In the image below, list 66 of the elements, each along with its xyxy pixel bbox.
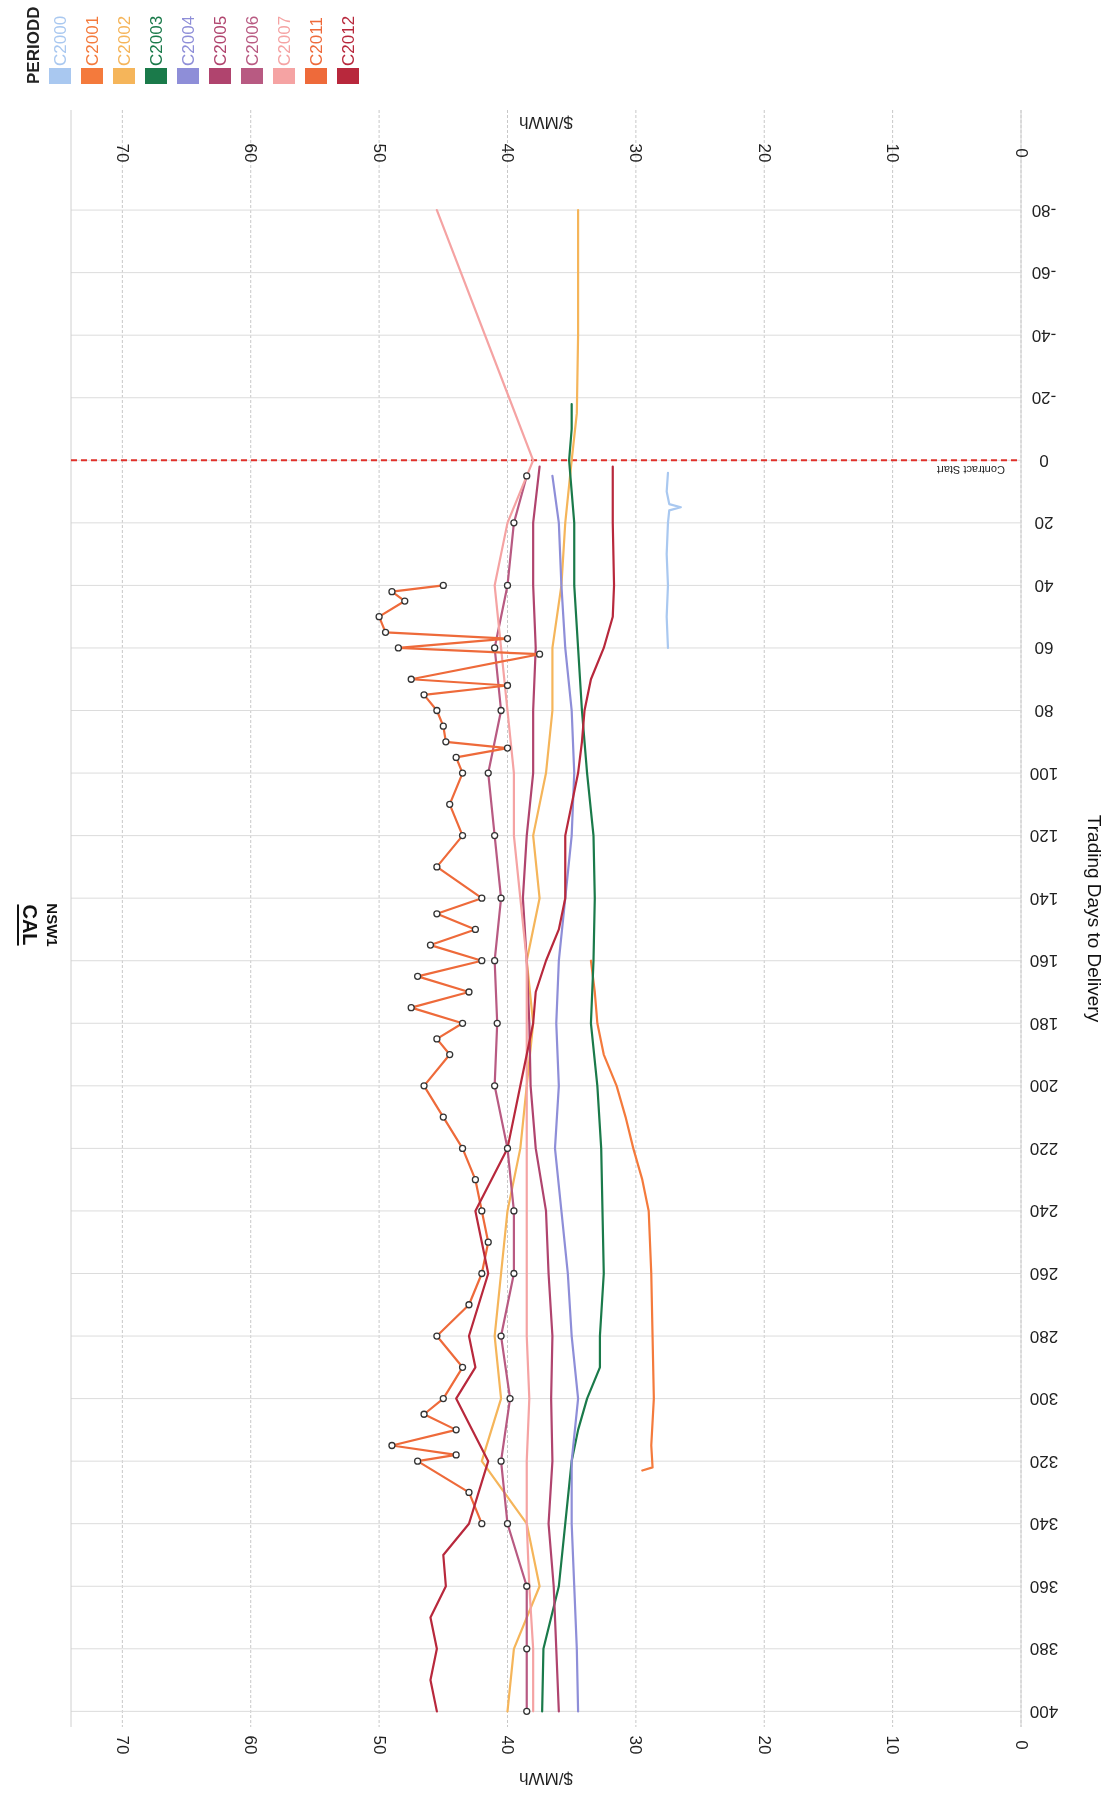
line-series <box>521 465 560 1713</box>
x2-tick-label: 20 <box>754 1735 774 1755</box>
y-tick-label: 20 <box>1034 513 1054 533</box>
text: C2000 <box>50 15 70 66</box>
y-tick-label: -80 <box>1031 200 1057 220</box>
y-tick-label: 400 <box>1029 1701 1059 1721</box>
y-tick-label: -60 <box>1031 263 1057 283</box>
y-axis-title: Trading Days to Delivery <box>1083 814 1105 1023</box>
y-tick-label: 380 <box>1029 1639 1059 1659</box>
legend-title: PERIODD <box>23 6 43 84</box>
x2-tick-label: 60 <box>241 1735 261 1755</box>
x-tick-label: 30 <box>626 143 646 163</box>
text: C2001 <box>82 15 102 66</box>
x2-tick-label: 10 <box>883 1735 903 1755</box>
y-tick-label: 200 <box>1029 1076 1059 1096</box>
y-tick-label: 220 <box>1029 1138 1059 1158</box>
x-tick-label: 40 <box>497 143 517 163</box>
x2-tick-label: 0 <box>1011 1740 1031 1750</box>
line-series <box>541 402 605 1713</box>
x-tick-label: 20 <box>754 143 774 163</box>
text: C2007 <box>274 15 294 66</box>
line-series <box>429 465 616 1713</box>
y-tick-label: 160 <box>1029 951 1059 971</box>
y-tick-label: 120 <box>1029 826 1059 846</box>
y-tick-label: 360 <box>1029 1576 1059 1596</box>
text: C2006 <box>242 15 262 66</box>
text: C2011 <box>306 17 326 66</box>
x2-tick-label: 30 <box>626 1735 646 1755</box>
y-tick-label: 40 <box>1034 575 1054 595</box>
y-tick-label: 140 <box>1029 888 1059 908</box>
line-series <box>480 208 580 1713</box>
text: C2003 <box>146 15 166 66</box>
x-tick-label: 10 <box>883 143 903 163</box>
x2-axis-title: $/MWh <box>519 112 573 132</box>
x2-tick-label: 40 <box>497 1735 517 1755</box>
text: CAL <box>19 904 41 946</box>
x2-tick-label: 70 <box>112 1735 132 1755</box>
y-tick-label: 280 <box>1029 1326 1059 1346</box>
y-tick-label: -20 <box>1031 388 1057 408</box>
x-tick-label: 0 <box>1011 148 1031 158</box>
y-tick-label: 340 <box>1029 1514 1059 1534</box>
x-tick-label: 50 <box>369 143 389 163</box>
y-tick-label: -40 <box>1031 325 1057 345</box>
x2-tick-label: 50 <box>369 1735 389 1755</box>
line-series <box>435 208 535 1713</box>
y-tick-label: 100 <box>1029 763 1059 783</box>
text: C2005 <box>210 15 230 66</box>
x-tick-label: 70 <box>112 143 132 163</box>
text: NSW1 <box>43 903 61 947</box>
y-tick-label: 240 <box>1029 1201 1059 1221</box>
y-tick-label: 180 <box>1029 1013 1059 1033</box>
line-series <box>665 471 682 650</box>
y-tick-label: 320 <box>1029 1451 1059 1471</box>
line-series <box>589 959 655 1472</box>
y-tick-label: 60 <box>1034 638 1054 658</box>
y-tick-label: 260 <box>1029 1263 1059 1283</box>
x-axis-title: $/MWh <box>519 1768 573 1788</box>
x-tick-label: 60 <box>241 143 261 163</box>
text: C2012 <box>338 15 358 66</box>
y-tick-label: 0 <box>1039 450 1049 470</box>
text: C2004 <box>178 15 198 66</box>
text: C2002 <box>114 15 134 66</box>
y-tick-label: 300 <box>1029 1389 1059 1409</box>
y-tick-label: 80 <box>1034 701 1054 721</box>
ref-line-label: Contract Start <box>937 464 1005 477</box>
line-series <box>551 474 580 1713</box>
